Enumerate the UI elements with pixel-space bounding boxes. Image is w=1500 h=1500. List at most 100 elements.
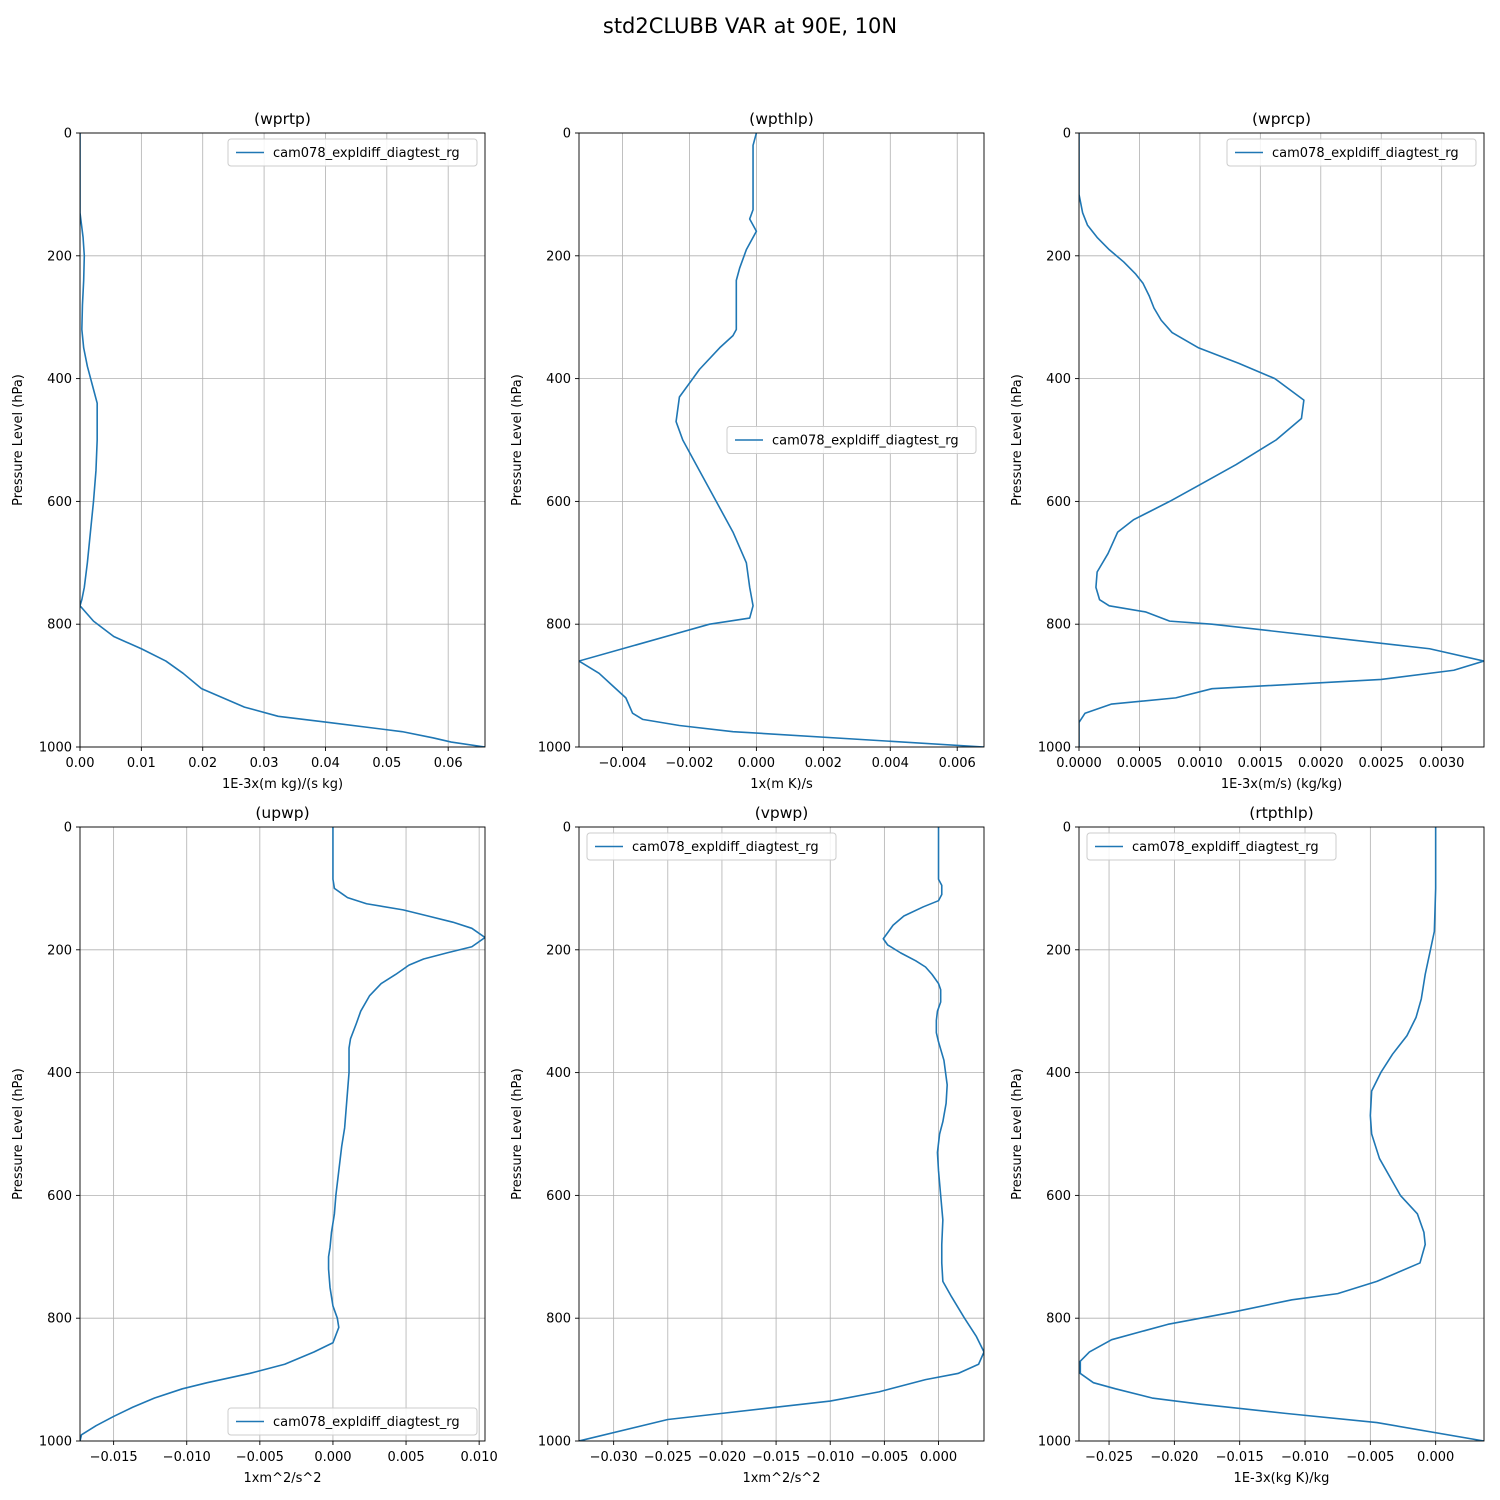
y-tick-label: 800 bbox=[546, 1312, 571, 1327]
series-line bbox=[80, 827, 485, 1441]
y-axis-label: Pressure Level (hPa) bbox=[11, 1068, 26, 1200]
legend-label: cam078_expldiff_diagtest_rg bbox=[632, 840, 819, 855]
y-tick-label: 0 bbox=[1063, 127, 1071, 142]
panel-title: (upwp) bbox=[255, 804, 309, 822]
x-tick-label: 0.000 bbox=[314, 1450, 351, 1465]
x-tick-label: 0.000 bbox=[1417, 1450, 1454, 1465]
x-tick-label: 0.0030 bbox=[1419, 756, 1465, 771]
y-tick-label: 0 bbox=[563, 821, 571, 836]
x-tick-label: 0.0000 bbox=[1056, 756, 1102, 771]
x-tick-label: −0.002 bbox=[665, 756, 713, 771]
y-tick-label: 400 bbox=[546, 1066, 571, 1081]
y-tick-label: 800 bbox=[546, 618, 571, 633]
legend-label: cam078_expldiff_diagtest_rg bbox=[772, 434, 959, 449]
axes-frame bbox=[79, 132, 486, 748]
y-tick-label: 1000 bbox=[538, 741, 571, 756]
series-line bbox=[579, 827, 984, 1441]
panel-upwp: −0.015 −0.010 −0.005 0.000 0.005 0.010 0 200 400… bbox=[11, 804, 498, 1486]
y-tick-label: 0 bbox=[64, 821, 72, 836]
x-tick-label: −0.015 bbox=[90, 1450, 138, 1465]
panel-wprcp: 0.0000 0.0005 0.0010 0.0015 0.0020 0.0025 0.00… bbox=[1010, 110, 1485, 792]
panel-wpthlp: −0.004 −0.002 0.000 0.002 0.004 0.006 0 200 400 6… bbox=[510, 110, 985, 792]
x-tick-label: 0.000 bbox=[920, 1450, 957, 1465]
x-tick-label: −0.020 bbox=[1150, 1450, 1198, 1465]
x-tick-label: −0.030 bbox=[590, 1450, 638, 1465]
y-tick-label: 400 bbox=[47, 1066, 72, 1081]
x-tick-label: −0.020 bbox=[698, 1450, 746, 1465]
legend-label: cam078_expldiff_diagtest_rg bbox=[1272, 146, 1459, 161]
panel-rtpthlp: −0.025 −0.020 −0.015 −0.010 −0.005 0.000 0 200 4… bbox=[1010, 804, 1485, 1486]
y-tick-label: 600 bbox=[1046, 1189, 1071, 1204]
legend-box bbox=[726, 426, 977, 454]
y-tick-label: 1000 bbox=[1038, 1435, 1071, 1450]
legend: cam078_expldiff_diagtest_rg bbox=[227, 1407, 478, 1436]
x-tick-label: −0.005 bbox=[236, 1450, 284, 1465]
y-tick-label: 1000 bbox=[39, 1435, 72, 1450]
y-tick-label: 0 bbox=[563, 127, 571, 142]
x-tick-label: 0.0020 bbox=[1298, 756, 1344, 771]
panel-title: (wpthlp) bbox=[749, 110, 814, 128]
panel-title: (vpwp) bbox=[755, 804, 809, 822]
x-tick-label: −0.010 bbox=[806, 1450, 854, 1465]
legend-label: cam078_expldiff_diagtest_rg bbox=[1132, 840, 1319, 855]
y-tick-label: 800 bbox=[1046, 618, 1071, 633]
legend: cam078_expldiff_diagtest_rg bbox=[1226, 138, 1477, 167]
x-axis-label: 1x(m K)/s bbox=[750, 777, 813, 792]
legend: cam078_expldiff_diagtest_rg bbox=[1086, 832, 1337, 861]
x-axis-label: 1E-3x(m/s) (kg/kg) bbox=[1221, 777, 1342, 792]
y-tick-label: 200 bbox=[546, 249, 571, 264]
legend-box bbox=[1226, 138, 1477, 167]
y-tick-label: 0 bbox=[64, 127, 72, 142]
x-tick-label: 0.02 bbox=[188, 756, 217, 771]
y-tick-label: 800 bbox=[1046, 1312, 1071, 1327]
x-axis-label: 1E-3x(kg K)/kg bbox=[1234, 1471, 1330, 1486]
y-axis-label: Pressure Level (hPa) bbox=[1010, 1068, 1025, 1200]
x-tick-label: 0.0010 bbox=[1177, 756, 1223, 771]
x-tick-label: 0.04 bbox=[311, 756, 340, 771]
axes-frame bbox=[1078, 826, 1485, 1442]
x-tick-label: 0.0015 bbox=[1238, 756, 1284, 771]
panel-wprtp: 0.00 0.01 0.02 0.03 0.04 0.05 0.06 0 200 400 600 80… bbox=[11, 110, 486, 792]
legend: cam078_expldiff_diagtest_rg bbox=[726, 426, 977, 454]
series-line bbox=[579, 133, 984, 747]
panel-title: (wprtp) bbox=[254, 110, 311, 128]
panel-title: (wprcp) bbox=[1252, 110, 1311, 128]
legend-box bbox=[586, 832, 837, 861]
x-tick-label: −0.005 bbox=[860, 1450, 908, 1465]
x-tick-label: −0.025 bbox=[1085, 1450, 1133, 1465]
y-tick-label: 200 bbox=[1046, 249, 1071, 264]
x-tick-label: 0.05 bbox=[372, 756, 401, 771]
figure-title: std2CLUBB VAR at 90E, 10N bbox=[602, 14, 898, 38]
y-tick-label: 600 bbox=[546, 495, 571, 510]
legend-box bbox=[227, 1407, 478, 1436]
x-tick-label: 0.000 bbox=[738, 756, 775, 771]
x-tick-label: −0.015 bbox=[752, 1450, 800, 1465]
x-tick-label: 0.0025 bbox=[1358, 756, 1404, 771]
y-tick-label: 1000 bbox=[39, 741, 72, 756]
y-tick-label: 200 bbox=[47, 943, 72, 958]
y-tick-label: 800 bbox=[47, 618, 72, 633]
x-axis-label: 1xm^2/s^2 bbox=[243, 1471, 321, 1486]
x-axis-label: 1xm^2/s^2 bbox=[742, 1471, 820, 1486]
x-tick-label: 0.01 bbox=[127, 756, 156, 771]
series-line bbox=[1079, 133, 1484, 747]
axes-frame bbox=[79, 826, 486, 1442]
axes-frame bbox=[578, 826, 985, 1442]
y-axis-label: Pressure Level (hPa) bbox=[510, 374, 525, 506]
axes-frame bbox=[578, 132, 985, 748]
y-tick-label: 200 bbox=[1046, 943, 1071, 958]
x-tick-label: −0.004 bbox=[598, 756, 646, 771]
y-tick-label: 600 bbox=[47, 495, 72, 510]
x-tick-label: 0.0005 bbox=[1117, 756, 1163, 771]
panel-title: (rtpthlp) bbox=[1249, 804, 1313, 822]
x-tick-label: 0.006 bbox=[939, 756, 976, 771]
x-axis-label: 1E-3x(m kg)/(s kg) bbox=[222, 777, 343, 792]
x-tick-label: 0.03 bbox=[250, 756, 279, 771]
axes-frame bbox=[1078, 132, 1485, 748]
y-tick-label: 400 bbox=[1046, 372, 1071, 387]
legend: cam078_expldiff_diagtest_rg bbox=[227, 138, 478, 167]
x-tick-label: 0.00 bbox=[66, 756, 95, 771]
y-axis-label: Pressure Level (hPa) bbox=[11, 374, 26, 506]
y-tick-label: 400 bbox=[1046, 1066, 1071, 1081]
